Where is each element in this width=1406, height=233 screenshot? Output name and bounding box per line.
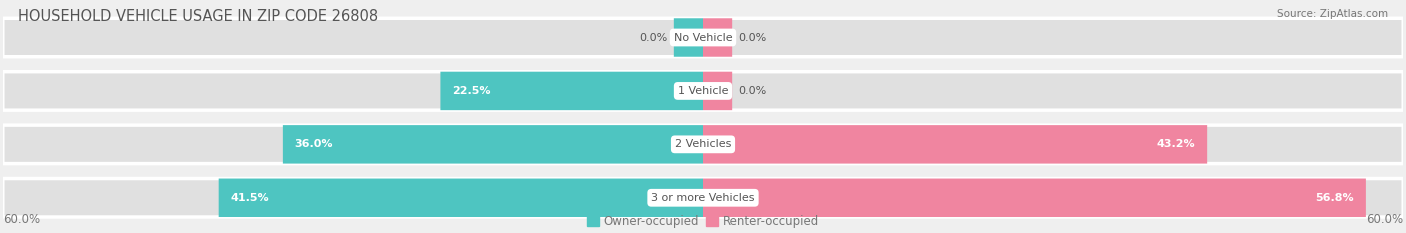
FancyBboxPatch shape xyxy=(3,125,1403,164)
Text: 0.0%: 0.0% xyxy=(738,32,766,42)
Text: 36.0%: 36.0% xyxy=(294,139,333,149)
Text: 60.0%: 60.0% xyxy=(1367,212,1403,226)
Text: 56.8%: 56.8% xyxy=(1316,193,1354,203)
Text: 1 Vehicle: 1 Vehicle xyxy=(678,86,728,96)
Text: Source: ZipAtlas.com: Source: ZipAtlas.com xyxy=(1277,9,1388,19)
Text: No Vehicle: No Vehicle xyxy=(673,32,733,42)
Text: 0.0%: 0.0% xyxy=(738,86,766,96)
FancyBboxPatch shape xyxy=(283,125,703,164)
FancyBboxPatch shape xyxy=(703,178,1365,217)
Text: 60.0%: 60.0% xyxy=(3,212,39,226)
FancyBboxPatch shape xyxy=(3,178,1403,217)
Text: 43.2%: 43.2% xyxy=(1157,139,1195,149)
Text: 0.0%: 0.0% xyxy=(640,32,668,42)
FancyBboxPatch shape xyxy=(3,18,1403,57)
FancyBboxPatch shape xyxy=(703,125,1208,164)
Legend: Owner-occupied, Renter-occupied: Owner-occupied, Renter-occupied xyxy=(582,210,824,233)
Text: 41.5%: 41.5% xyxy=(231,193,269,203)
Text: 3 or more Vehicles: 3 or more Vehicles xyxy=(651,193,755,203)
Text: 22.5%: 22.5% xyxy=(453,86,491,96)
Text: HOUSEHOLD VEHICLE USAGE IN ZIP CODE 26808: HOUSEHOLD VEHICLE USAGE IN ZIP CODE 2680… xyxy=(18,9,378,24)
Text: 2 Vehicles: 2 Vehicles xyxy=(675,139,731,149)
FancyBboxPatch shape xyxy=(219,178,703,217)
FancyBboxPatch shape xyxy=(440,72,703,110)
FancyBboxPatch shape xyxy=(673,18,703,57)
FancyBboxPatch shape xyxy=(703,72,733,110)
FancyBboxPatch shape xyxy=(703,18,733,57)
FancyBboxPatch shape xyxy=(3,72,1403,110)
